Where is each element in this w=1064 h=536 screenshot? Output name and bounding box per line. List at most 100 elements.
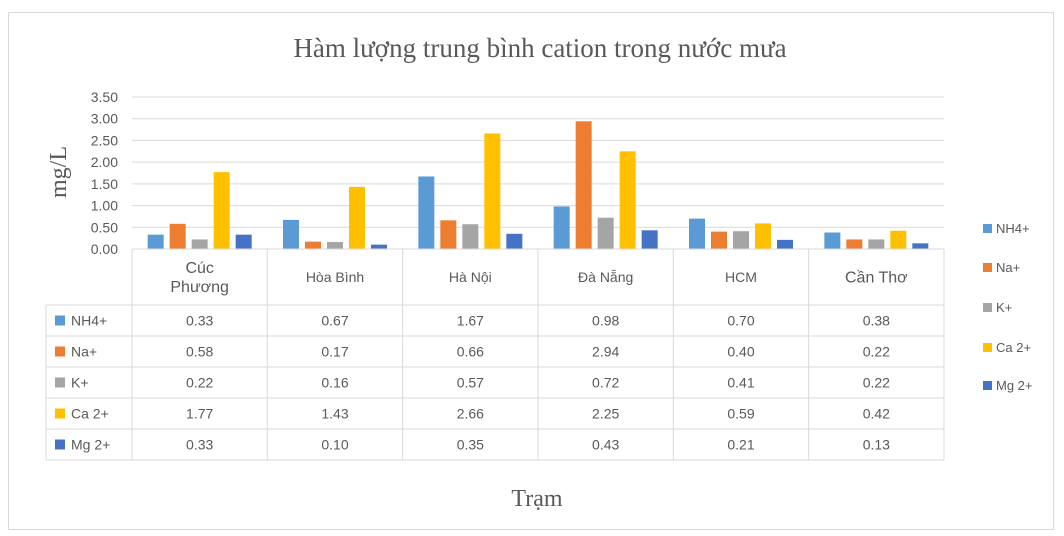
legend-swatch: [983, 224, 992, 233]
table-series-label: NH4+: [71, 313, 107, 329]
table-cell: 0.57: [457, 375, 484, 391]
category-label: Hòa Bình: [306, 269, 364, 285]
table-cell: 0.40: [727, 344, 754, 360]
y-tick-label: 1.50: [91, 176, 118, 192]
y-axis-title: mg/L: [46, 146, 72, 198]
table-cell: 0.22: [863, 375, 890, 391]
bar-mg2: [371, 244, 387, 249]
table-key-swatch: [55, 377, 65, 388]
bar-nh4: [689, 218, 705, 249]
legend-label: Ca 2+: [996, 340, 1031, 355]
legend-swatch: [983, 343, 992, 352]
bar-k: [597, 217, 614, 249]
table-cell: 0.98: [592, 313, 619, 329]
x-axis-title: Trạm: [511, 486, 562, 512]
table-cell: 0.22: [186, 375, 213, 391]
category-label: Phương: [170, 279, 229, 296]
table-series-label: Ca 2+: [71, 406, 109, 422]
bar-mg2: [506, 233, 523, 249]
table-series-label: Na+: [71, 344, 97, 360]
table-key-swatch: [55, 346, 65, 357]
bar-k: [327, 242, 343, 249]
bar-ca2: [349, 186, 365, 249]
y-tick-label: 2.00: [91, 154, 118, 170]
table-cell: 0.22: [863, 344, 890, 360]
category-label: Đà Nẵng: [578, 269, 633, 285]
y-tick-label: 0.00: [91, 241, 118, 257]
bar-na: [711, 231, 727, 249]
y-tick-label: 1.00: [91, 198, 118, 214]
bar-nh4: [147, 234, 164, 249]
bar-ca2: [890, 230, 907, 249]
table-cell: 1.77: [186, 406, 213, 422]
bar-na: [575, 121, 592, 249]
category-label: HCM: [725, 269, 757, 285]
legend-label: K+: [996, 300, 1012, 315]
bar-nh4: [824, 232, 841, 249]
legend: NH4+ Na+ K+ Ca 2+ Mg 2+: [983, 221, 1033, 393]
legend-label: NH4+: [996, 221, 1030, 236]
table-series-label: K+: [71, 375, 89, 391]
table-cell: 0.35: [457, 437, 484, 453]
table-cell: 0.10: [321, 437, 348, 453]
y-tick-label: 3.00: [91, 111, 118, 127]
table-cell: 0.38: [863, 313, 890, 329]
bar-ca2: [213, 172, 230, 249]
table-cell: 0.33: [186, 313, 213, 329]
bar-ca2: [755, 223, 771, 249]
legend-swatch: [983, 263, 992, 272]
chart-frame: [8, 12, 1054, 530]
bar-na: [440, 220, 457, 249]
table-key-swatch: [55, 439, 65, 450]
bar-k: [868, 239, 885, 249]
bar-mg2: [912, 243, 929, 249]
legend-label: Na+: [996, 260, 1020, 275]
bar-nh4: [553, 206, 570, 249]
table-cell: 0.21: [727, 437, 754, 453]
legend-swatch: [983, 303, 992, 312]
table-cell: 0.43: [592, 437, 619, 453]
table-cell: 1.43: [321, 406, 348, 422]
table-cell: 0.67: [321, 313, 348, 329]
y-axis-ticks: 0.00 0.50 1.00 1.50 2.00 2.50 3.00 3.50: [91, 89, 118, 257]
table-cell: 0.72: [592, 375, 619, 391]
table-cell: 0.59: [727, 406, 754, 422]
legend-swatch: [983, 381, 992, 390]
bar-na: [169, 223, 186, 249]
bar-k: [733, 231, 749, 249]
bar-nh4: [418, 176, 435, 249]
bar-ca2: [619, 151, 636, 249]
gridlines: [132, 96, 944, 250]
bar-nh4: [283, 219, 299, 249]
bar-k: [462, 224, 479, 249]
category-label: Cúc: [185, 260, 213, 277]
bars: [147, 121, 929, 249]
table-key-swatch: [55, 315, 65, 326]
category-label: Cần Thơ: [845, 270, 908, 287]
table-cell: 0.13: [863, 437, 890, 453]
bar-ca2: [484, 133, 501, 249]
bar-mg2: [777, 239, 793, 249]
bar-mg2: [235, 234, 252, 249]
table-cell: 0.66: [457, 344, 484, 360]
bar-na: [846, 239, 863, 249]
y-tick-label: 2.50: [91, 132, 118, 148]
table-key-swatch: [55, 408, 65, 419]
y-tick-label: 0.50: [91, 219, 118, 235]
table-cell: 0.70: [727, 313, 754, 329]
table-cell: 0.41: [727, 375, 754, 391]
table-series-label: Mg 2+: [71, 437, 110, 453]
table-cell: 2.94: [592, 344, 619, 360]
table-cell: 2.66: [457, 406, 484, 422]
table-cell: 0.42: [863, 406, 890, 422]
legend-label: Mg 2+: [996, 378, 1033, 393]
bar-mg2: [641, 230, 658, 249]
table-cell: 0.58: [186, 344, 213, 360]
table-cell: 2.25: [592, 406, 619, 422]
bar-k: [191, 239, 208, 249]
y-tick-label: 3.50: [91, 89, 118, 105]
bar-na: [305, 241, 321, 249]
table-cell: 0.33: [186, 437, 213, 453]
table-cell: 0.17: [321, 344, 348, 360]
